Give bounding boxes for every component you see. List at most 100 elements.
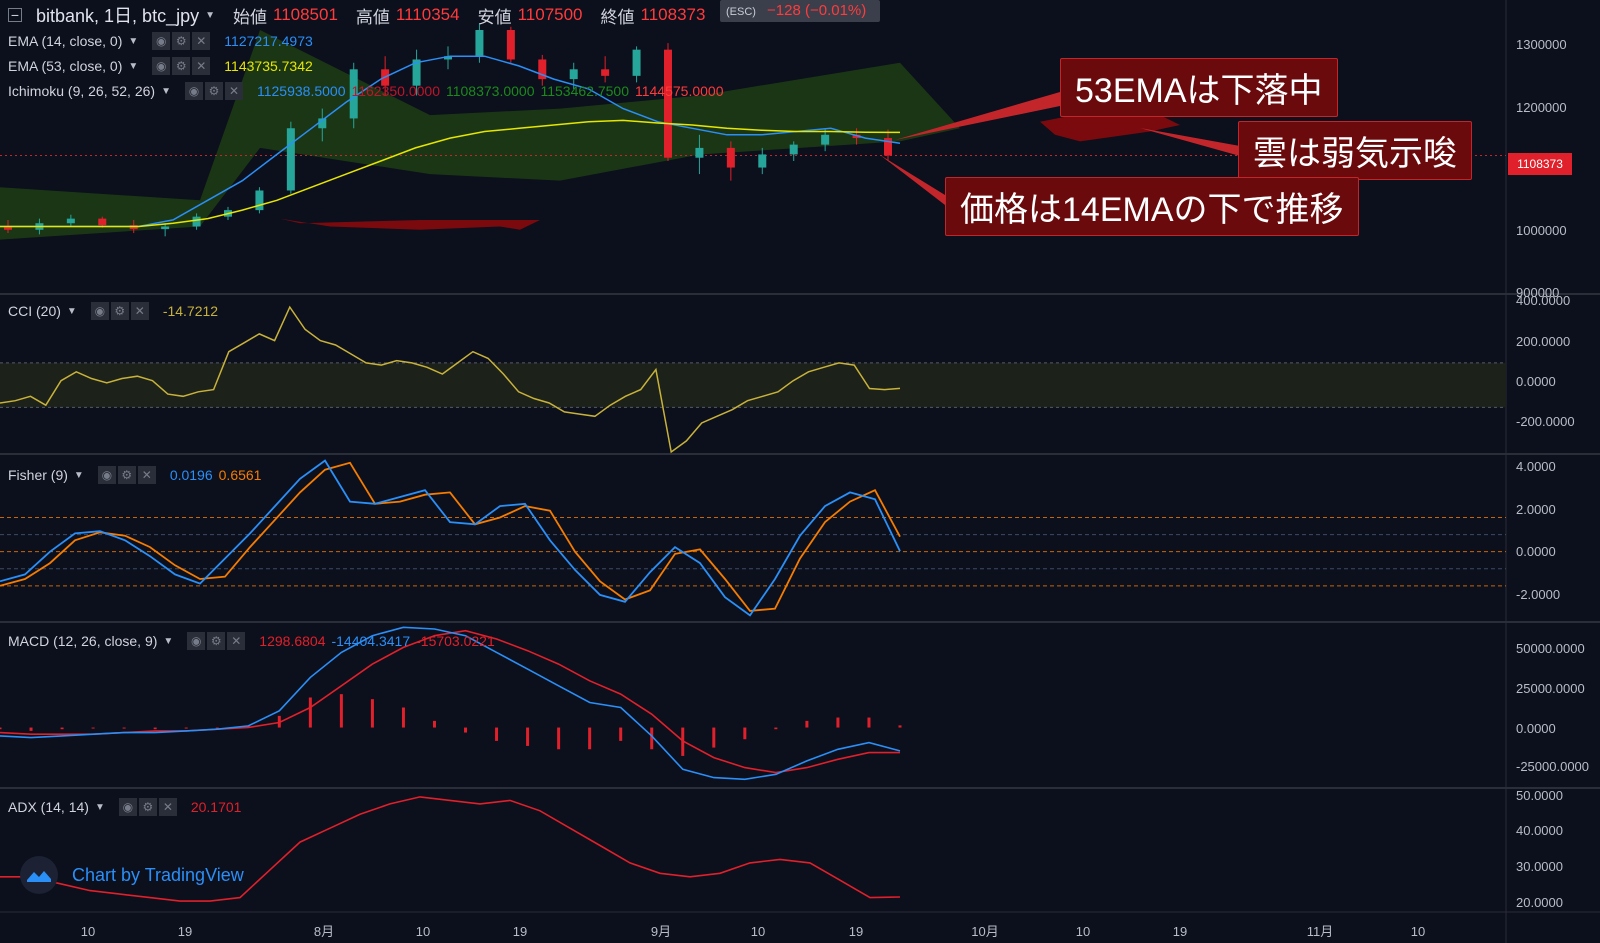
ichimoku-cloud-bearish: [280, 218, 540, 230]
macd-histogram-bar: [588, 727, 592, 750]
change-value: −128 (−0.01%): [767, 2, 867, 19]
macd-histogram-bar: [619, 727, 623, 741]
close-icon[interactable]: ✕: [192, 57, 211, 75]
candle-body: [789, 144, 798, 155]
legend-ema14-value: 1127217.4973: [224, 33, 313, 49]
legend-ema14[interactable]: EMA (14, close, 0) ▼ ◉ ⚙ ✕ 1127217.4973: [8, 32, 313, 50]
eye-icon[interactable]: ◉: [152, 32, 171, 50]
chevron-down-icon[interactable]: ▼: [128, 35, 139, 47]
gear-icon[interactable]: ⚙: [172, 57, 191, 75]
close-icon[interactable]: ✕: [224, 82, 243, 100]
annotation-cloud-bearish[interactable]: 雲は弱気示唆: [1238, 121, 1472, 180]
close-icon[interactable]: ✕: [227, 632, 246, 650]
gear-icon[interactable]: ⚙: [117, 466, 136, 484]
legend-macd-v3: -15703.0221: [416, 633, 495, 649]
y-tick-label: 0.0000: [1516, 544, 1556, 559]
y-tick-label: 50.0000: [1516, 788, 1563, 803]
legend-ema53[interactable]: EMA (53, close, 0) ▼ ◉ ⚙ ✕ 1143735.7342: [8, 57, 313, 75]
y-tick-label: 1200000: [1516, 100, 1567, 115]
legend-cci-value: -14.7212: [162, 303, 219, 319]
annotation-arrow: [880, 155, 945, 205]
candle-body: [444, 56, 452, 60]
candle-body: [664, 49, 672, 158]
macd-histogram-bar: [401, 707, 405, 728]
legend-adx[interactable]: ADX (14, 14) ▼ ◉ ⚙ ✕ 20.1701: [8, 798, 241, 816]
fisher-line: [0, 459, 901, 617]
eye-icon[interactable]: ◉: [90, 302, 109, 320]
eye-icon[interactable]: ◉: [118, 798, 137, 816]
x-tick-label: 10: [751, 924, 765, 939]
gear-icon[interactable]: ⚙: [204, 82, 223, 100]
gear-icon[interactable]: ⚙: [110, 302, 129, 320]
eye-icon[interactable]: ◉: [184, 82, 203, 100]
y-tick-label: 4.0000: [1516, 459, 1556, 474]
macd-histogram-bar: [184, 727, 188, 729]
candle-body: [569, 69, 578, 80]
candle-body: [758, 154, 767, 168]
close-icon[interactable]: ✕: [130, 302, 149, 320]
chevron-down-icon[interactable]: ▼: [128, 60, 139, 72]
legend-ema53-value: 1143735.7342: [224, 58, 313, 74]
legend-cci[interactable]: CCI (20) ▼ ◉ ⚙ ✕ -14.7212: [8, 302, 218, 320]
annotation-price-below-14ema[interactable]: 価格は14EMAの下で推移: [945, 177, 1359, 236]
macd-histogram-bar: [805, 720, 809, 728]
esc-tooltip[interactable]: (ESC) −128 (−0.01%): [720, 0, 880, 22]
y-tick-label: 25000.0000: [1516, 681, 1585, 696]
eye-icon[interactable]: ◉: [97, 466, 116, 484]
candle-body: [255, 190, 264, 211]
macd-histogram-bar: [867, 717, 871, 728]
legend-ichimoku[interactable]: Ichimoku (9, 26, 52, 26) ▼ ◉ ⚙ ✕ 1125938.5…: [8, 82, 723, 100]
x-tick-label: 9月: [651, 924, 671, 939]
chevron-down-icon[interactable]: ▼: [94, 801, 105, 813]
y-tick-label: 900000: [1516, 285, 1559, 300]
annotation-53ema-falling[interactable]: 53EMAは下落中: [1060, 58, 1338, 117]
candle-body: [161, 226, 170, 230]
gear-icon[interactable]: ⚙: [138, 798, 157, 816]
ichimoku-cloud-bullish: [0, 30, 960, 240]
macd-histogram-bar: [743, 727, 747, 740]
collapse-icon[interactable]: −: [8, 7, 22, 23]
macd-histogram-bar: [308, 697, 312, 728]
candle-body: [192, 216, 201, 227]
chevron-down-icon[interactable]: ▼: [66, 305, 77, 317]
high-label: 高値: [355, 7, 390, 27]
macd-histogram-bar: [122, 727, 126, 729]
close-icon[interactable]: ✕: [192, 32, 211, 50]
macd-histogram-bar: [0, 727, 2, 730]
chevron-down-icon[interactable]: ▼: [163, 635, 174, 647]
ichimoku-cloud-future-bearish: [1040, 111, 1180, 142]
y-tick-label: -25000.0000: [1516, 759, 1589, 774]
tradingview-watermark[interactable]: Chart by TradingView: [20, 856, 244, 894]
chevron-down-icon[interactable]: ▼: [205, 9, 215, 21]
symbol-title[interactable]: bitbank, 1日, btc_jpy: [36, 6, 200, 26]
candle-body: [98, 218, 107, 226]
watermark-text: Chart by TradingView: [72, 864, 244, 885]
legend-fisher-name: Fisher (9): [8, 467, 68, 483]
gear-icon[interactable]: ⚙: [172, 32, 191, 50]
y-tick-label: 40.0000: [1516, 823, 1563, 838]
chevron-down-icon[interactable]: ▼: [73, 469, 84, 481]
macd-signal-line: [0, 629, 900, 774]
y-tick-label: 200.0000: [1516, 334, 1570, 349]
adx-line: [0, 796, 901, 902]
macd-histogram-bar: [370, 699, 374, 728]
candle-body: [349, 69, 358, 119]
close-icon[interactable]: ✕: [137, 466, 156, 484]
macd-histogram-bar: [464, 727, 468, 733]
candle-body: [286, 128, 295, 191]
x-tick-label: 19: [1173, 924, 1187, 939]
gear-icon[interactable]: ⚙: [207, 632, 226, 650]
candle-body: [506, 30, 515, 60]
legend-macd-name: MACD (12, 26, close, 9): [8, 633, 158, 649]
eye-icon[interactable]: ◉: [152, 57, 171, 75]
chevron-down-icon[interactable]: ▼: [161, 85, 171, 97]
macd-histogram-bar: [712, 727, 716, 748]
candle-body: [66, 218, 75, 224]
eye-icon[interactable]: ◉: [187, 632, 206, 650]
close-icon[interactable]: ✕: [158, 798, 177, 816]
legend-fisher[interactable]: Fisher (9) ▼ ◉ ⚙ ✕ 0.0196 0.6561: [8, 466, 261, 484]
symbol-header: − bitbank, 1日, btc_jpy ▼ 始値 1108501 高値 1…: [0, 0, 1506, 30]
legend-macd[interactable]: MACD (12, 26, close, 9) ▼ ◉ ⚙ ✕ 1298.6804 …: [8, 632, 495, 650]
candle-body: [884, 138, 892, 156]
